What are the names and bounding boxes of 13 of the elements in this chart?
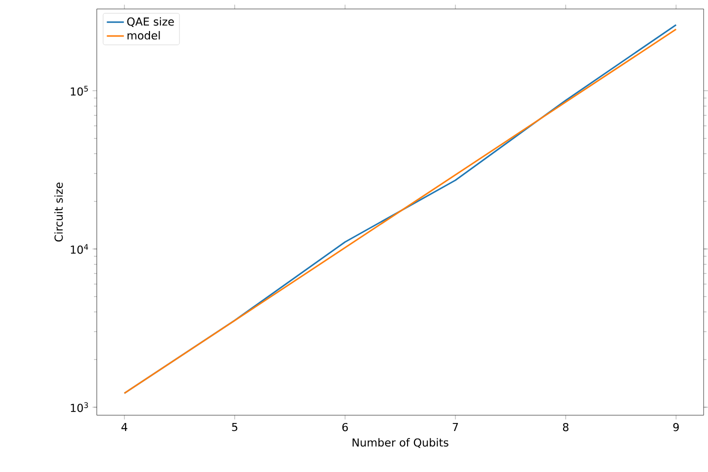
legend-label: model <box>128 31 160 40</box>
x-axis-title: Number of Qubits <box>352 438 448 448</box>
y-tick-label: 10$^{3}$ <box>70 402 88 412</box>
x-tick-label: 6 <box>342 422 348 432</box>
x-tick-label: 8 <box>562 422 568 432</box>
legend-label: QAE size <box>127 17 174 27</box>
x-tick-label: 5 <box>232 422 238 432</box>
x-tick-label: 7 <box>452 422 458 431</box>
y-tick-label: 10$^{4}$ <box>70 244 88 254</box>
y-tick-label: 10$^{5}$ <box>70 86 88 96</box>
y-axis-title: Circuit size <box>54 182 63 242</box>
x-tick-label: 4 <box>121 422 128 431</box>
x-tick-label: 9 <box>673 422 679 432</box>
